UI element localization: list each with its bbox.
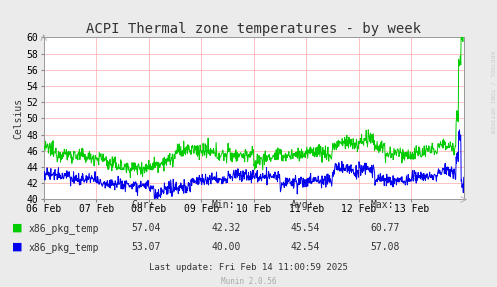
Text: 60.77: 60.77 xyxy=(370,223,400,233)
Y-axis label: Celsius: Celsius xyxy=(13,98,24,139)
Text: RRDTOOL / TOBI OETIKER: RRDTOOL / TOBI OETIKER xyxy=(490,51,495,133)
Title: ACPI Thermal zone temperatures - by week: ACPI Thermal zone temperatures - by week xyxy=(86,22,421,36)
Text: 42.32: 42.32 xyxy=(211,223,241,233)
Text: Min:: Min: xyxy=(211,200,235,210)
Text: Last update: Fri Feb 14 11:00:59 2025: Last update: Fri Feb 14 11:00:59 2025 xyxy=(149,263,348,272)
Text: x86_pkg_temp: x86_pkg_temp xyxy=(29,242,99,253)
Text: 40.00: 40.00 xyxy=(211,242,241,252)
Text: Max:: Max: xyxy=(370,200,394,210)
Text: Munin 2.0.56: Munin 2.0.56 xyxy=(221,277,276,286)
Text: ■: ■ xyxy=(12,242,23,252)
Text: ■: ■ xyxy=(12,223,23,233)
Text: Cur:: Cur: xyxy=(132,200,155,210)
Text: 57.08: 57.08 xyxy=(370,242,400,252)
Text: 42.54: 42.54 xyxy=(291,242,320,252)
Text: 53.07: 53.07 xyxy=(132,242,161,252)
Text: Avg:: Avg: xyxy=(291,200,314,210)
Text: 57.04: 57.04 xyxy=(132,223,161,233)
Text: 45.54: 45.54 xyxy=(291,223,320,233)
Text: x86_pkg_temp: x86_pkg_temp xyxy=(29,223,99,234)
